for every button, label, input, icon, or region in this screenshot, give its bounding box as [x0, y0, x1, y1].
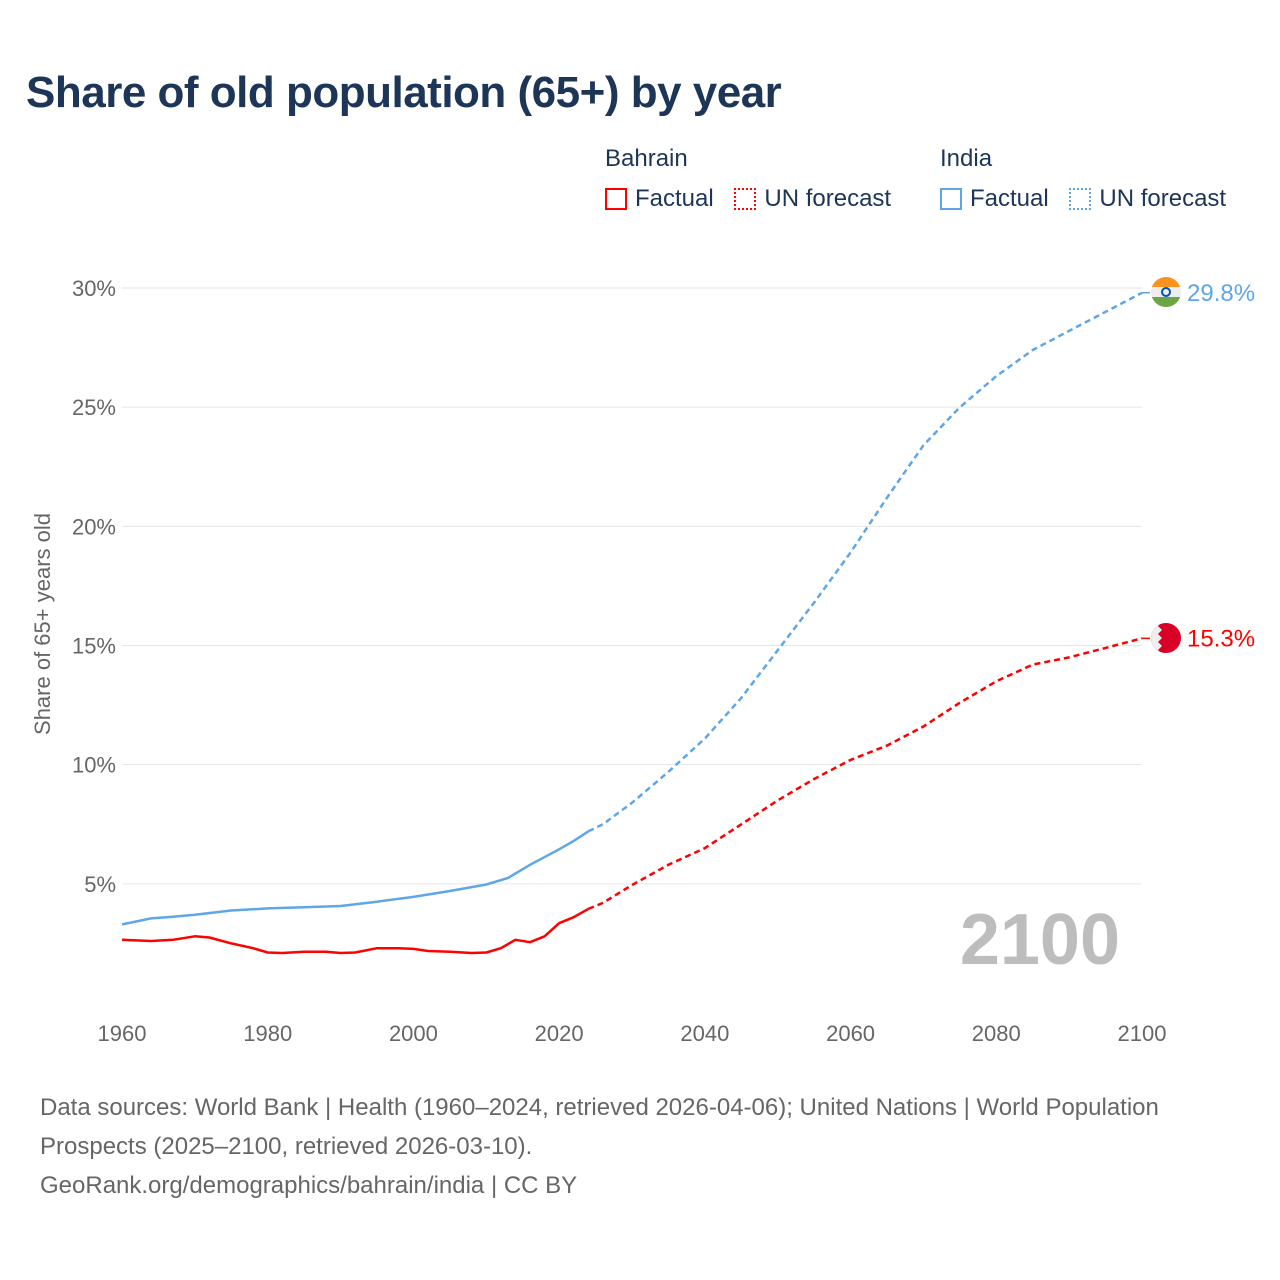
india-end-label: 29.8%	[1187, 280, 1255, 307]
bahrain-forecast-line	[587, 637, 1143, 911]
x-tick-label: 2040	[680, 1021, 729, 1046]
legend-swatch-dotted	[1069, 188, 1092, 210]
chart-footer: Data sources: World Bank | Health (1960–…	[40, 1088, 1190, 1205]
legend-label: Factual	[970, 185, 1049, 212]
x-tick-label: 2100	[1118, 1021, 1167, 1046]
legend-group-bahrain: Bahrain Factual UN forecast	[605, 145, 905, 217]
y-tick-label: 15%	[72, 634, 116, 659]
legend-item-india-forecast[interactable]: UN forecast	[1069, 185, 1226, 213]
bahrain-flag-icon	[1151, 623, 1181, 653]
x-tick-label: 1980	[243, 1021, 292, 1046]
y-tick-label: 25%	[72, 395, 116, 420]
legend-group-name: Bahrain	[605, 145, 688, 172]
india-flag-icon	[1151, 277, 1181, 307]
legend-label: UN forecast	[764, 185, 892, 212]
x-tick-label: 1960	[98, 1021, 147, 1046]
legend-swatch-dotted	[734, 188, 757, 210]
legend-item-bahrain-factual[interactable]: Factual	[605, 185, 714, 213]
y-tick-label: 20%	[72, 514, 116, 539]
legend-group-india: India Factual UN forecast	[940, 145, 1240, 217]
x-tick-label: 2020	[535, 1021, 584, 1046]
y-axis-label: Share of 65+ years old	[30, 513, 55, 735]
legend-group-name: India	[940, 145, 993, 172]
year-watermark: 2100	[960, 900, 1120, 980]
legend-label: UN forecast	[1099, 185, 1227, 212]
data-sources: Data sources: World Bank | Health (1960–…	[40, 1094, 1159, 1160]
chart-title: Share of old population (65+) by year	[26, 68, 782, 117]
india-forecast-line	[587, 291, 1143, 833]
x-tick-label: 2080	[972, 1021, 1021, 1046]
x-tick-label: 2000	[389, 1021, 438, 1046]
legend-item-india-factual[interactable]: Factual	[940, 185, 1049, 213]
y-tick-label: 10%	[72, 753, 116, 778]
y-tick-label: 5%	[84, 872, 116, 897]
bahrain-end-label: 15.3%	[1187, 625, 1255, 652]
legend-swatch-solid	[605, 188, 627, 210]
y-tick-label: 30%	[72, 276, 116, 301]
india-factual-line	[121, 830, 589, 926]
x-tick-label: 2060	[826, 1021, 875, 1046]
legend-item-bahrain-forecast[interactable]: UN forecast	[734, 185, 891, 213]
credit-link[interactable]: GeoRank.org/demographics/bahrain/india |…	[40, 1172, 578, 1199]
legend-label: Factual	[635, 185, 714, 212]
bahrain-factual-line	[121, 907, 589, 955]
legend-swatch-solid	[940, 188, 962, 210]
